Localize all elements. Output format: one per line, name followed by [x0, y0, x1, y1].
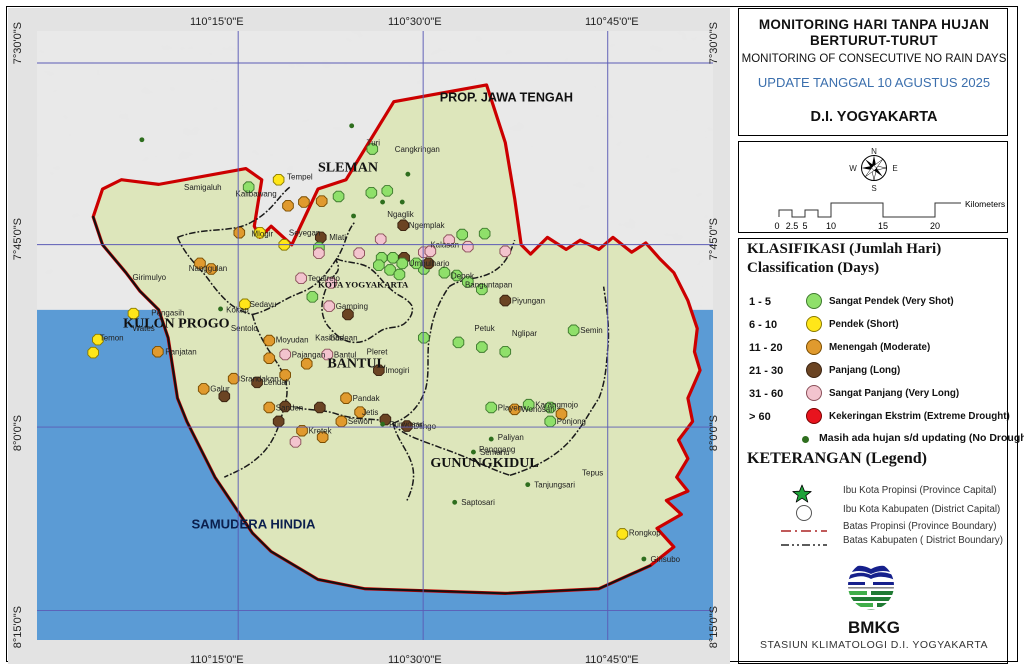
svg-text:Sanden: Sanden — [276, 403, 303, 412]
svg-text:Tanjungsari: Tanjungsari — [534, 480, 575, 489]
svg-text:Gamping: Gamping — [335, 302, 367, 311]
svg-text:Sentolo: Sentolo — [231, 324, 259, 333]
svg-text:E: E — [892, 164, 897, 173]
svg-text:Nglipar: Nglipar — [512, 329, 538, 338]
svg-text:KULON PROGO: KULON PROGO — [123, 316, 230, 331]
svg-text:Girisubo: Girisubo — [650, 554, 680, 563]
svg-text:Panjatan: Panjatan — [165, 347, 196, 356]
svg-text:Playen: Playen — [497, 403, 521, 412]
svg-text:0: 0 — [774, 221, 779, 231]
svg-text:2.5: 2.5 — [786, 221, 799, 231]
svg-text:Pandak: Pandak — [352, 394, 379, 403]
svg-text:Kilometers: Kilometers — [965, 199, 1005, 209]
svg-text:Girimulyo: Girimulyo — [132, 273, 166, 282]
svg-text:Temon: Temon — [99, 333, 123, 342]
svg-text:Tempel: Tempel — [287, 172, 313, 181]
svg-text:Purwosari: Purwosari — [389, 420, 425, 429]
svg-text:15: 15 — [878, 221, 888, 231]
svg-text:Kretek: Kretek — [308, 426, 331, 435]
svg-text:20: 20 — [930, 221, 940, 231]
svg-text:Turi: Turi — [366, 138, 380, 147]
svg-text:BANTUL: BANTUL — [327, 356, 385, 371]
svg-text:Kasihan: Kasihan — [315, 333, 344, 342]
svg-text:Wonosari: Wonosari — [521, 405, 555, 414]
svg-text:Petuk: Petuk — [474, 324, 494, 333]
svg-text:Sedayu: Sedayu — [249, 300, 276, 309]
svg-text:Mlati: Mlati — [329, 233, 346, 242]
svg-text:W: W — [849, 164, 857, 173]
svg-text:GUNUNGKIDUL: GUNUNGKIDUL — [430, 456, 538, 471]
svg-text:Imogiri: Imogiri — [385, 366, 409, 375]
svg-text:Saptosari: Saptosari — [461, 498, 495, 507]
svg-text:Nanggulan: Nanggulan — [188, 264, 226, 273]
svg-text:Semin: Semin — [580, 326, 603, 335]
svg-text:Ngaglik: Ngaglik — [387, 210, 414, 219]
svg-text:Rongkop: Rongkop — [629, 528, 661, 537]
svg-text:Paliyan: Paliyan — [497, 433, 523, 442]
svg-text:Banguntapan: Banguntapan — [465, 280, 512, 289]
svg-text:Piyungan: Piyungan — [512, 296, 545, 305]
svg-text:Samigaluh: Samigaluh — [184, 183, 222, 192]
svg-text:Ngemplak: Ngemplak — [408, 221, 444, 230]
svg-text:PROP. JAWA TENGAH: PROP. JAWA TENGAH — [439, 90, 572, 104]
svg-text:Pleret: Pleret — [366, 347, 388, 356]
svg-text:Seyegan: Seyegan — [289, 228, 320, 237]
svg-text:5: 5 — [802, 221, 807, 231]
svg-text:SLEMAN: SLEMAN — [318, 160, 378, 175]
svg-text:Srandakan: Srandakan — [240, 374, 278, 383]
svg-text:Umbulharjo: Umbulharjo — [408, 259, 449, 268]
svg-text:Pajangan: Pajangan — [291, 350, 325, 359]
svg-text:Sewon: Sewon — [348, 417, 372, 426]
svg-text:10: 10 — [826, 221, 836, 231]
svg-text:Ponjong: Ponjong — [556, 417, 585, 426]
svg-text:Cangkringan: Cangkringan — [394, 145, 439, 154]
svg-text:Moyudan: Moyudan — [276, 335, 309, 344]
svg-text:N: N — [871, 147, 877, 156]
svg-text:Tepus: Tepus — [582, 468, 603, 477]
svg-text:SAMUDERA HINDIA: SAMUDERA HINDIA — [191, 516, 316, 531]
svg-text:KOTA YOGYAKARTA: KOTA YOGYAKARTA — [318, 279, 409, 289]
svg-text:Depok: Depok — [451, 271, 474, 280]
svg-text:Jetis: Jetis — [362, 408, 378, 417]
svg-text:S: S — [871, 184, 876, 193]
svg-text:Mlogir: Mlogir — [251, 229, 273, 238]
svg-text:Kalasan: Kalasan — [430, 240, 459, 249]
svg-text:Galur: Galur — [210, 384, 230, 393]
svg-text:Kalibawang: Kalibawang — [235, 189, 276, 198]
